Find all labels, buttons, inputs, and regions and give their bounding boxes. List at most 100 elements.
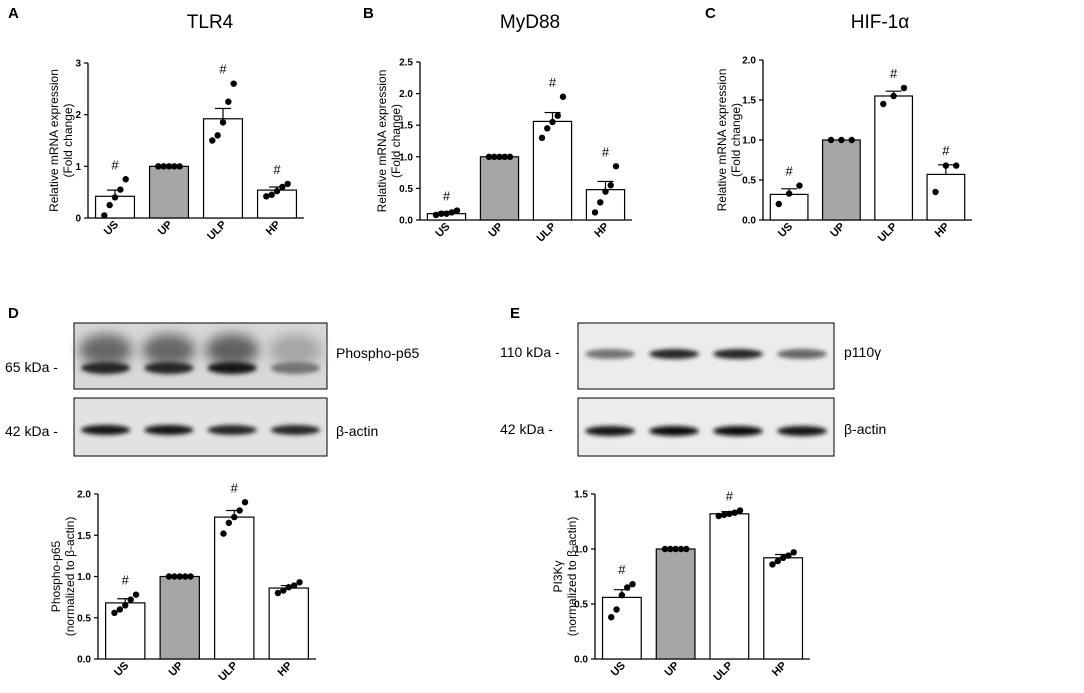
data-point [214,132,221,139]
data-point [220,530,227,537]
data-point [779,554,787,561]
category-label: HP [276,660,295,679]
data-point [715,512,722,520]
y-tick-label: 2 [75,110,81,121]
band [777,426,827,436]
category-label: US [102,219,121,238]
data-point [485,153,493,160]
y-axis-label: (Fold change) [729,103,743,177]
y-axis-label: Relative mRNA expression [47,69,61,212]
chart-title: MyD88 [500,12,560,33]
data-point [612,163,620,170]
y-tick-label: 0.5 [77,613,91,624]
data-point [284,180,291,188]
y-axis-label: Phospho-p65 [49,540,63,612]
data-point [241,499,249,506]
significance-mark: # [122,573,130,588]
significance-mark: # [618,562,626,577]
bar [148,165,190,219]
category-label: HP [770,660,789,679]
data-point [209,137,216,144]
blot-d-top-bands [79,334,322,374]
data-point [544,125,551,132]
data-point [280,587,287,594]
data-point [101,212,108,219]
significance-mark: # [890,66,898,81]
data-point [111,194,119,201]
y-tick-label: 1 [75,162,81,173]
category-label: ULP [711,660,735,684]
y-tick-label: 2.0 [77,490,91,501]
data-point [279,183,286,191]
data-point [236,507,243,514]
blot-e-bottom-label: β-actin [844,421,886,437]
data-point [796,182,803,189]
y-tick-label: 0.0 [399,216,413,227]
data-point [296,579,303,586]
data-point [290,582,298,589]
chart-title: TLR4 [187,12,234,33]
significance-mark: # [273,162,281,177]
chart-myd88: MyD88 Relative mRNA expression (Fold chang… [375,12,632,245]
band [713,349,763,359]
data-point [268,191,275,198]
data-point [618,592,626,599]
chart-phospho-p65: Phospho-p65 (normalized to β-actin) 0.0 0.5… [49,480,316,684]
y-axis-label: (normalized to β-actin) [565,517,579,637]
band [585,426,635,436]
data-point [501,153,508,160]
y-tick-label: 1.0 [574,545,588,556]
data-point [117,186,124,193]
data-point [683,545,690,553]
data-point [848,136,855,144]
data-point [165,573,173,580]
category-label: UP [828,221,847,240]
band [585,349,635,359]
data-point [273,187,281,195]
chart-tlr4: TLR4 Relative mRNA expression (Fold change… [47,12,304,243]
y-tick-label: 0.0 [574,655,588,666]
data-point [176,573,183,580]
band-smear [79,334,133,366]
y-tick-label: 0.5 [742,176,756,187]
y-axis-label: (normalized to β-actin) [63,517,77,637]
data-point [932,188,939,196]
data-point [677,545,685,553]
category-label: ULP [876,221,900,245]
y-tick-label: 0.0 [742,216,756,227]
category-label: US [776,221,795,240]
blot-d-top-label: Phospho-p65 [336,345,420,361]
data-point [827,136,835,144]
data-point [953,162,960,169]
data-point [496,153,503,160]
significance-mark: # [231,480,239,495]
significance-mark: # [786,164,794,179]
data-point [726,510,733,517]
band [777,349,827,359]
band [80,425,131,435]
bar [601,596,642,660]
category-label: HP [264,219,283,238]
significance-mark: # [549,75,557,90]
bar [926,173,966,221]
band-smear [268,334,322,366]
chart-hif1a: HIF-1α Relative mRNA expression (Fold chan… [715,12,972,245]
panel-letter-b: B [363,5,374,22]
y-tick-label: 1.0 [399,152,413,163]
data-point [629,581,636,588]
data-point [775,200,782,208]
y-axis-label: (Fold change) [389,104,403,178]
y-tick-label: 1.5 [399,121,413,132]
data-point [774,557,782,565]
blot-e-top-mw: 110 kDa - [500,344,560,360]
data-point [231,513,238,521]
bar [821,139,861,221]
data-point [942,162,950,169]
significance-mark: # [443,189,451,204]
band [270,425,321,435]
category-label: US [112,660,131,679]
data-point [219,119,227,126]
y-axis-label: Relative mRNA expression [715,69,729,212]
bar [709,513,750,660]
data-point [263,193,270,200]
